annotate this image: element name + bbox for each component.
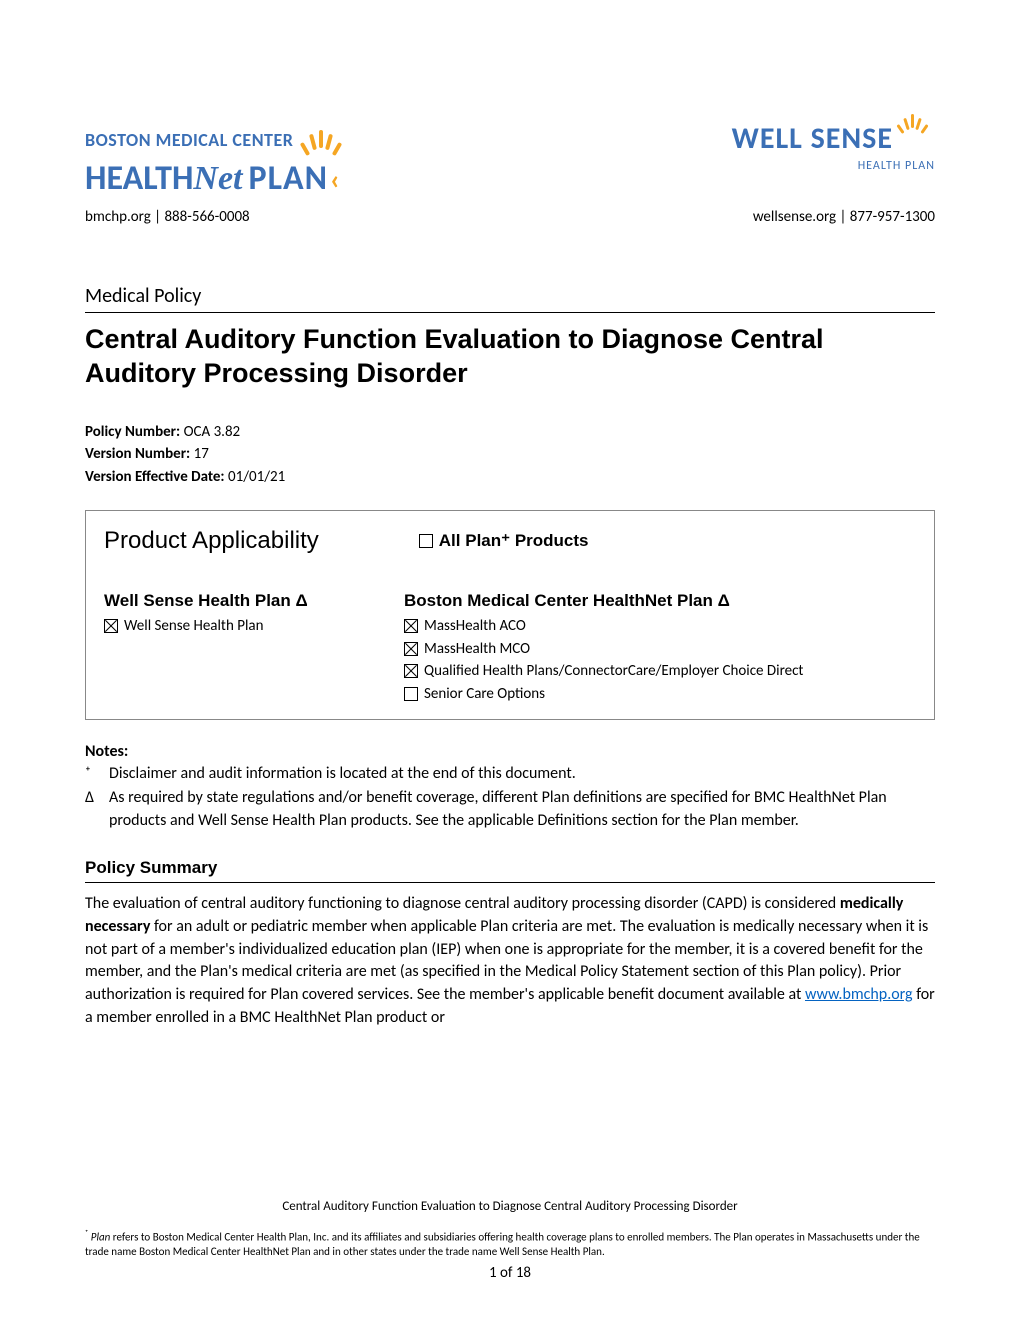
wellsense-column: Well Sense Health Plan Δ Well Sense Heal… <box>104 591 364 705</box>
qhp-checkbox <box>404 664 418 678</box>
note-mark: ⁺ <box>85 763 99 785</box>
checkbox-row: MassHealth MCO <box>404 638 803 661</box>
ws-logo-line1: WELL SENSE <box>732 120 935 157</box>
sun-icon <box>895 108 935 138</box>
bmc-org-name: BOSTON MEDICAL CENTER <box>85 129 293 151</box>
document-title: Central Auditory Function Evaluation to … <box>85 323 935 391</box>
version-number-label: Version Number: <box>85 445 190 463</box>
disclaimer-text: refers to Boston Medical Center Health P… <box>85 1230 920 1258</box>
wellsense-item-label: Well Sense Health Plan <box>124 615 263 638</box>
applicability-header-row: Product Applicability All Plan⁺ Products <box>104 527 916 555</box>
bmc-column: Boston Medical Center HealthNet Plan Δ M… <box>404 591 803 705</box>
bmc-col-head: Boston Medical Center HealthNet Plan Δ <box>404 591 803 611</box>
bmc-item-label: MassHealth MCO <box>424 638 530 661</box>
sun-icon <box>295 120 341 160</box>
notes-head: Notes: <box>85 742 935 761</box>
effective-date-value: 01/01/21 <box>228 468 285 486</box>
policy-meta: Policy Number: OCA 3.82 Version Number: … <box>85 421 935 489</box>
effective-date-label: Version Effective Date: <box>85 468 225 486</box>
wellsense-col-head: Well Sense Health Plan Δ <box>104 591 364 611</box>
footer-title: Central Auditory Function Evaluation to … <box>85 1199 935 1214</box>
summary-text: The evaluation of central auditory funct… <box>85 894 840 913</box>
version-number-value: 17 <box>194 445 209 463</box>
bmc-item-label: Qualified Health Plans/ConnectorCare/Emp… <box>424 660 803 683</box>
chevron-icon: ‹ <box>330 166 340 194</box>
ws-name: WELL SENSE <box>732 120 893 157</box>
effective-date-row: Version Effective Date: 01/01/21 <box>85 466 935 489</box>
header-logos: BOSTON MEDICAL CENTER HEALTHNetPLAN ‹ WE… <box>85 120 935 196</box>
all-plan-checkbox <box>419 534 433 548</box>
page-number: 1 of 18 <box>85 1264 935 1282</box>
summary-text: for an adult or pediatric member when ap… <box>85 917 928 1004</box>
disclaimer-plan: Plan <box>91 1230 111 1243</box>
bmc-plan: PLAN <box>249 162 328 196</box>
bmc-item-label: MassHealth ACO <box>424 615 526 638</box>
applicability-title: Product Applicability <box>104 527 319 555</box>
bmchp-link[interactable]: www.bmchp.org <box>805 985 913 1004</box>
bmc-item-label: Senior Care Options <box>424 683 545 706</box>
note-row: Δ As required by state regulations and/o… <box>85 787 935 832</box>
bmc-logo-line2: HEALTHNetPLAN ‹ <box>85 162 341 196</box>
bmc-health: HEALTH <box>85 162 193 196</box>
section-label: Medical Policy <box>85 284 935 313</box>
page-footer: Central Auditory Function Evaluation to … <box>85 1199 935 1282</box>
bmc-logo-line1: BOSTON MEDICAL CENTER <box>85 120 341 160</box>
ws-contact: wellsense.org | 877-957-1300 <box>753 208 935 226</box>
bmc-contact: bmchp.org | 888-566-0008 <box>85 208 250 226</box>
all-plan-label: All Plan⁺ Products <box>439 531 589 551</box>
policy-summary-body: The evaluation of central auditory funct… <box>85 893 935 1029</box>
masshealth-mco-checkbox <box>404 642 418 656</box>
policy-number-label: Policy Number: <box>85 423 180 441</box>
wellsense-logo: WELL SENSE HEALTH PLAN <box>732 120 935 173</box>
wellsense-checkbox <box>104 619 118 633</box>
applicability-columns: Well Sense Health Plan Δ Well Sense Heal… <box>104 591 916 705</box>
senior-care-checkbox <box>404 687 418 701</box>
footer-disclaimer: ⁺ Plan refers to Boston Medical Center H… <box>85 1228 935 1260</box>
bmc-logo: BOSTON MEDICAL CENTER HEALTHNetPLAN ‹ <box>85 120 341 196</box>
contact-row: bmchp.org | 888-566-0008 wellsense.org |… <box>85 208 935 226</box>
bmc-net: Net <box>193 162 242 196</box>
masshealth-aco-checkbox <box>404 619 418 633</box>
applicability-box: Product Applicability All Plan⁺ Products… <box>85 510 935 720</box>
disclaimer-mark: ⁺ <box>85 1228 88 1239</box>
policy-number-value: OCA 3.82 <box>184 423 241 441</box>
checkbox-row: Qualified Health Plans/ConnectorCare/Emp… <box>404 660 803 683</box>
version-number-row: Version Number: 17 <box>85 443 935 466</box>
note-text: As required by state regulations and/or … <box>109 787 935 832</box>
checkbox-row: Well Sense Health Plan <box>104 615 364 638</box>
notes-block: Notes: ⁺ Disclaimer and audit informatio… <box>85 742 935 832</box>
checkbox-row: Senior Care Options <box>404 683 803 706</box>
note-mark: Δ <box>85 787 99 832</box>
checkbox-row: MassHealth ACO <box>404 615 803 638</box>
note-text: Disclaimer and audit information is loca… <box>109 763 576 785</box>
policy-summary-head: Policy Summary <box>85 858 935 883</box>
ws-logo-line2: HEALTH PLAN <box>858 159 935 173</box>
note-row: ⁺ Disclaimer and audit information is lo… <box>85 763 935 785</box>
policy-number-row: Policy Number: OCA 3.82 <box>85 421 935 444</box>
all-plan-checkbox-row: All Plan⁺ Products <box>419 531 589 551</box>
